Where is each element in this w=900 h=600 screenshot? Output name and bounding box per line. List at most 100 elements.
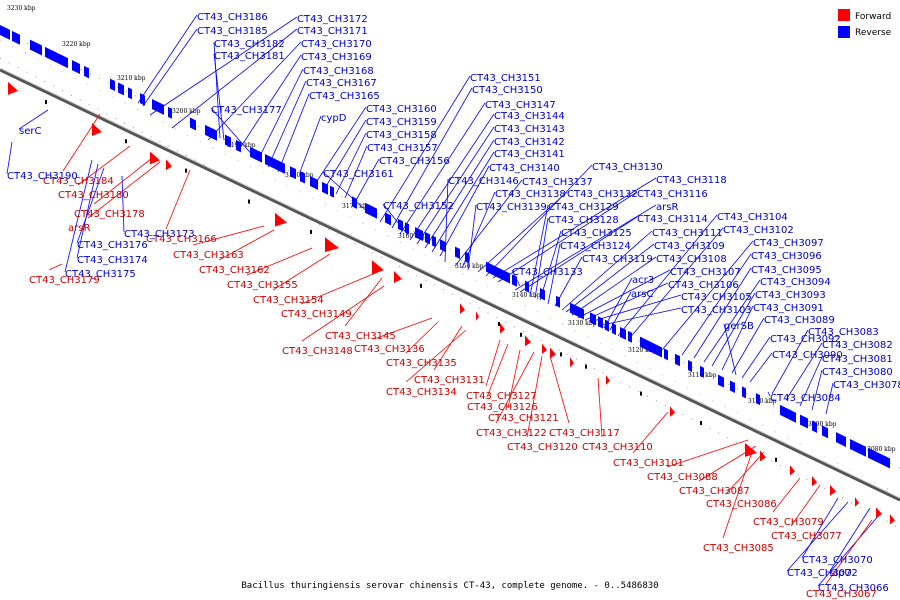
reverse-callout-line [76, 163, 99, 259]
reverse-gene-label: CT43_CH3109 [654, 241, 725, 252]
reverse-track-guide [0, 29, 900, 469]
forward-gene [855, 496, 859, 507]
forward-callout-line [790, 484, 821, 527]
reverse-gene [330, 185, 334, 198]
forward-callout-line [344, 277, 383, 327]
reverse-gene [205, 124, 213, 139]
reverse-gene-label: CT43_CH3128 [548, 215, 619, 226]
reverse-gene [322, 181, 328, 195]
reverse-callout-line [497, 191, 638, 283]
reverse-callout-line [711, 292, 756, 367]
reverse-gene-label: CT43_CH3125 [561, 228, 632, 239]
reverse-gene-label: CT43_CH3094 [760, 277, 831, 288]
forward-gene [570, 357, 574, 368]
reverse-gene-label: arsC [631, 289, 653, 300]
reverse-gene-label: CT43_CH3104 [717, 212, 788, 223]
legend-reverse-swatch [838, 26, 850, 38]
reverse-gene [598, 316, 603, 329]
reverse-gene [688, 360, 692, 373]
reverse-gene [300, 171, 305, 184]
forward-gene-label: CT43_CH3122 [476, 428, 547, 439]
tick-label: 3150 kbp [455, 263, 484, 270]
forward-gene [876, 507, 882, 519]
reverse-gene-label: gerSB [724, 321, 754, 332]
reverse-gene-label: CT43_CH3066 [818, 583, 889, 594]
reverse-gene-label: CT43_CH3174 [77, 255, 148, 266]
reverse-callout-line [534, 217, 549, 299]
reverse-gene [885, 455, 890, 469]
reverse-callout-line [207, 41, 302, 141]
reverse-callout-line [454, 179, 523, 267]
forward-callout-line [246, 247, 313, 276]
forward-callout-line [165, 169, 191, 230]
reverse-callout-line [603, 277, 633, 329]
reverse-callout-line [142, 28, 198, 107]
forward-gene [275, 212, 287, 227]
forward-gene [525, 335, 531, 347]
reverse-gene-label: CT43_CH3161 [323, 169, 394, 180]
reverse-gene-label: CT43_CH3105 [681, 292, 752, 303]
reverse-callout-line [18, 109, 49, 130]
reverse-gene [30, 39, 42, 56]
forward-callout-line [825, 519, 873, 585]
reverse-gene [310, 175, 318, 190]
reverse-gene-label: CT43_CH3185 [197, 26, 268, 37]
reverse-callout-line [627, 227, 724, 341]
reverse-gene-label: CT43_CH3165 [309, 91, 380, 102]
reverse-gene-label: CT43_CH3091 [753, 303, 824, 314]
tick-mark [310, 229, 312, 234]
reverse-callout-line [137, 14, 198, 104]
reverse-gene-label: CT43_CH3107 [670, 267, 741, 278]
reverse-callout-line [409, 113, 495, 241]
reverse-gene [730, 380, 735, 393]
forward-callout-line [485, 339, 501, 387]
reverse-gene [590, 312, 596, 326]
reverse-gene-label: CT43_CH3093 [755, 290, 826, 301]
reverse-gene-label: CT43_CH3097 [753, 238, 824, 249]
tick-label: 3120 kbp [628, 347, 657, 354]
reverse-gene-label: serC [19, 126, 41, 137]
reverse-callout-line [519, 216, 638, 293]
reverse-gene-label: CT43_CH3102 [723, 225, 794, 236]
reverse-gene [45, 46, 63, 66]
tick-label: 3090 kbp [808, 421, 837, 428]
forward-callout-line [632, 411, 669, 454]
forward-gene-label: CT43_CH3085 [703, 543, 774, 554]
reverse-gene [605, 319, 609, 332]
reverse-gene-label: CT43_CH3146 [448, 176, 519, 187]
reverse-callout-line [416, 126, 495, 245]
reverse-gene-label: CT43_CH3070 [802, 555, 873, 566]
reverse-gene [72, 60, 80, 74]
reverse-callout-line [565, 243, 655, 313]
forward-gene [606, 374, 610, 385]
forward-gene-label: CT43_CH3166 [146, 234, 217, 245]
callout-layer [6, 14, 881, 587]
reverse-gene-label: CT43_CH3106 [668, 280, 739, 291]
reverse-callout-line [811, 369, 823, 411]
reverse-gene [140, 93, 145, 106]
reverse-gene-label: CT43_CH3141 [494, 149, 565, 160]
reverse-callout-line [424, 139, 495, 249]
reverse-gene [640, 336, 662, 358]
tick-label: 3100 kbp [748, 398, 777, 405]
legend-forward-swatch [838, 9, 850, 21]
reverse-callout-line [721, 305, 754, 371]
reverse-gene-label: sipU [830, 568, 852, 579]
reverse-gene-label: CT43_CH3139 [476, 202, 547, 213]
forward-gene-label: CT43_CH3131 [414, 375, 485, 386]
reverse-callout-line [723, 323, 737, 376]
reverse-gene [352, 196, 357, 209]
forward-gene [8, 81, 18, 95]
forward-gene [166, 159, 172, 171]
outer-track-guide [0, 39, 900, 496]
reverse-gene [236, 139, 241, 153]
reverse-callout-line [399, 102, 486, 235]
reverse-gene [290, 166, 296, 180]
reverse-gene-label: CT43_CH3130 [592, 162, 663, 173]
reverse-gene [780, 404, 796, 423]
reverse-gene [440, 239, 446, 253]
reverse-gene [718, 374, 724, 388]
forward-callout-line [507, 349, 521, 409]
reverse-gene [664, 348, 668, 361]
forward-gene-label: CT43_CH3145 [325, 331, 396, 342]
